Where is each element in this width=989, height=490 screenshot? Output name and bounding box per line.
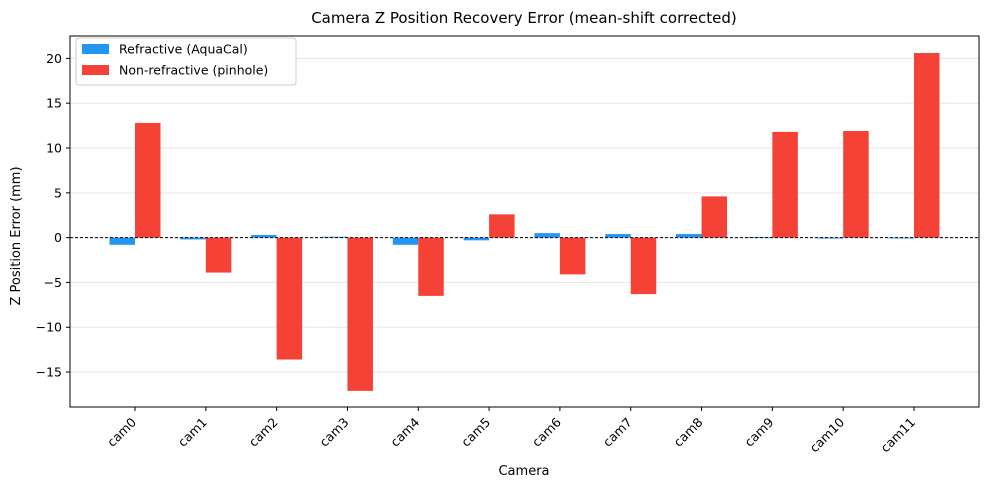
bar-pinhole-cam3 (347, 237, 373, 391)
bar-pinhole-cam5 (489, 214, 515, 238)
legend: Refractive (AquaCal) Non-refractive (pinh… (75, 37, 297, 86)
bars (109, 53, 940, 391)
legend-entry: Refractive (AquaCal) (119, 42, 248, 57)
bar-refractive-cam6 (534, 233, 560, 238)
x-tick-label: cam8 (671, 414, 706, 449)
x-axis-label: Camera (498, 464, 549, 479)
y-tick-label: 5 (54, 185, 62, 200)
bar-refractive-cam2 (251, 234, 277, 238)
x-tick-label: cam1 (175, 415, 210, 450)
bar-refractive-cam9 (746, 237, 773, 238)
y-tick-label: −5 (44, 275, 62, 290)
x-tick-label: cam2 (246, 415, 281, 450)
x-tick-label: cam6 (529, 414, 564, 449)
y-axis-ticks: −15 −10 −5 0 5 10 15 20 (36, 51, 70, 380)
x-tick-label: cam5 (458, 415, 493, 450)
bar-refractive-cam3 (321, 236, 348, 238)
x-tick-label: cam11 (877, 415, 918, 456)
bar-pinhole-cam2 (276, 237, 303, 360)
y-tick-label: 10 (46, 141, 62, 156)
bar-refractive-cam7 (605, 234, 631, 238)
chart-title: Camera Z Position Recovery Error (mean-s… (311, 9, 737, 27)
bar-refractive-cam4 (392, 237, 419, 245)
x-tick-label: cam4 (387, 414, 422, 449)
legend-swatch (82, 65, 109, 75)
x-tick-label: cam3 (316, 415, 351, 450)
bar-pinhole-cam1 (205, 237, 232, 273)
y-tick-label: 20 (46, 51, 62, 66)
bar-pinhole-cam0 (135, 122, 161, 238)
legend-box (75, 37, 297, 86)
x-axis-ticks: cam0 cam1 cam2 cam3 cam4 cam5 cam6 cam7 cam8 cam9… (104, 407, 918, 455)
bar-refractive-cam8 (676, 234, 702, 238)
bar-pinhole-cam4 (418, 237, 444, 296)
bar-pinhole-cam10 (843, 130, 869, 238)
y-axis-label: Z Position Error (mm) (9, 166, 24, 305)
bar-pinhole-cam7 (630, 237, 657, 295)
legend-entry: Non-refractive (pinhole) (119, 63, 268, 78)
plot-frame (69, 35, 980, 408)
bar-refractive-cam5 (463, 237, 490, 241)
x-tick-label: cam10 (807, 414, 848, 455)
bar-refractive-cam0 (109, 237, 135, 245)
y-tick-label: 15 (46, 96, 62, 111)
bar-pinhole-cam11 (914, 53, 940, 238)
bar-pinhole-cam6 (559, 237, 586, 275)
gridlines (70, 57, 979, 373)
y-tick-label: −10 (36, 320, 62, 335)
bar-pinhole-cam8 (701, 196, 728, 238)
y-tick-label: −15 (36, 365, 62, 380)
x-tick-label: cam9 (741, 414, 776, 449)
bar-pinhole-cam9 (772, 131, 798, 238)
y-tick-label: 0 (54, 230, 62, 245)
x-tick-label: cam7 (600, 415, 635, 450)
x-tick-label: cam0 (104, 414, 139, 449)
legend-swatch (82, 44, 109, 54)
bar-refractive-cam1 (180, 237, 206, 240)
